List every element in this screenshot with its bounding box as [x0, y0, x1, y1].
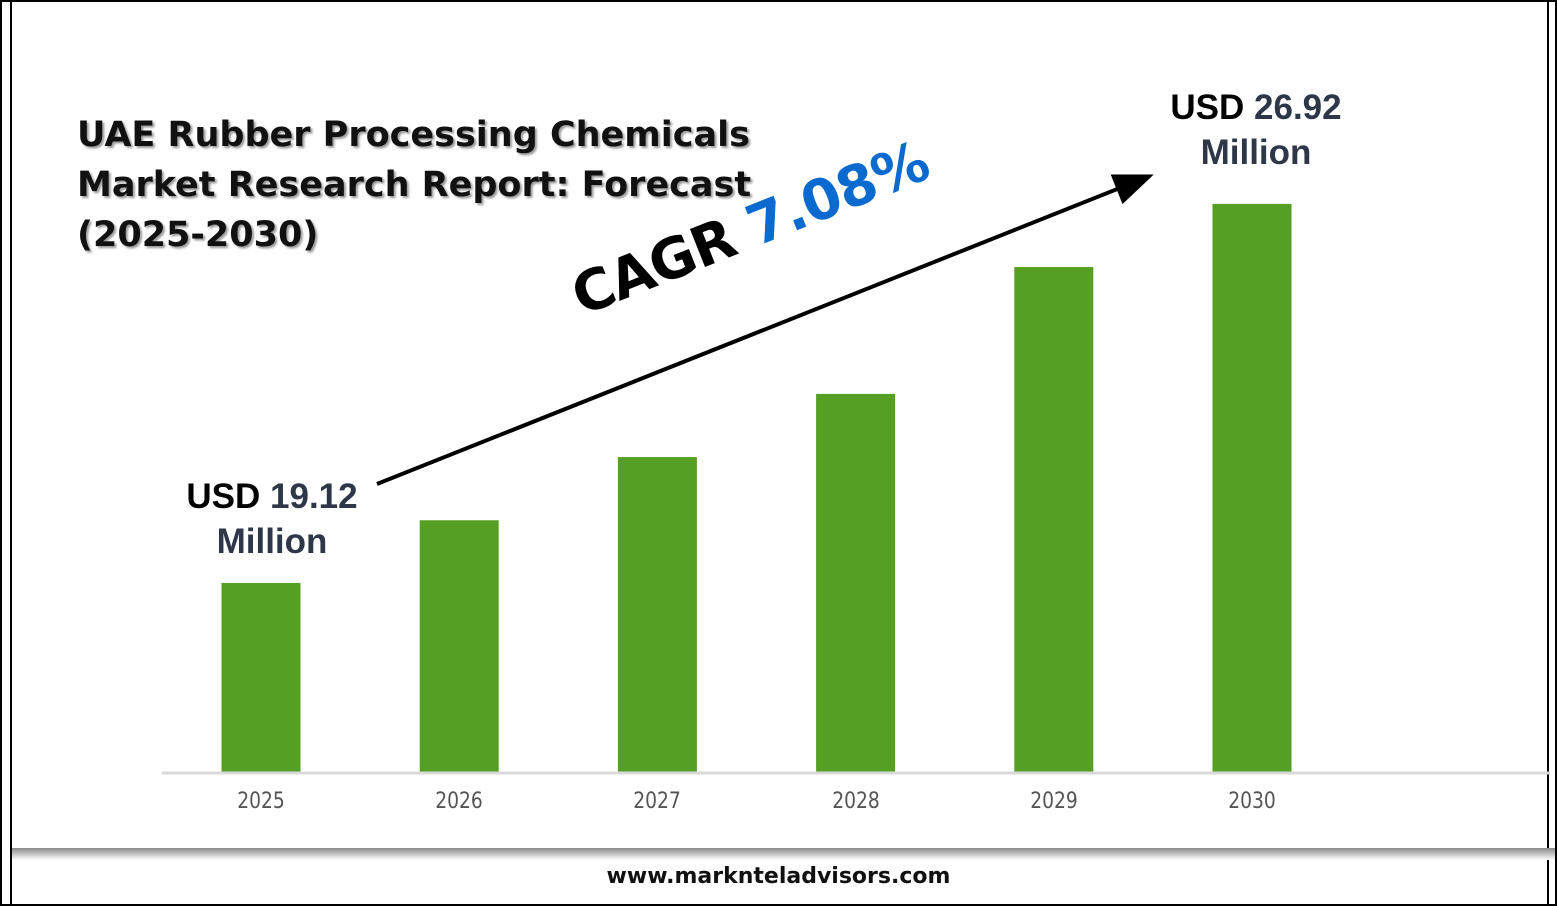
frame-border: [1547, 2, 1549, 904]
title-line: (2025-2030): [77, 215, 319, 255]
value-number: 19.12: [270, 477, 358, 516]
x-tick-label: 2028: [831, 789, 880, 814]
website-link[interactable]: www.marknteladvisors.com: [606, 864, 951, 889]
currency-label: USD: [186, 477, 261, 516]
title-line: UAE Rubber Processing Chemicals: [77, 115, 750, 155]
x-tick-label: 2027: [633, 789, 682, 814]
cagr-arrow: [376, 174, 1154, 486]
x-tick-label: 2029: [1029, 789, 1078, 814]
unit-label: Million: [1200, 133, 1312, 172]
chart-title: UAE Rubber Processing Chemicals Market R…: [77, 110, 751, 260]
x-tick-label: 2030: [1228, 789, 1276, 814]
title-line: Market Research Report: Forecast: [77, 165, 752, 205]
bar-2025: [221, 582, 301, 772]
bar-2029: [1014, 267, 1094, 772]
frame-border: [10, 2, 1555, 904]
end-value-label: USD 26.92 Million: [1154, 85, 1358, 175]
currency-label: USD: [1170, 88, 1245, 127]
bar-2028: [816, 393, 896, 772]
value-number: 26.92: [1254, 88, 1342, 127]
x-tick-label: 2025: [237, 789, 285, 814]
bar-2027: [617, 457, 697, 772]
start-value-label: USD 19.12 Million: [172, 474, 372, 564]
footer-divider: [12, 848, 1555, 860]
x-tick-label: 2026: [435, 789, 483, 814]
bar-2026: [419, 520, 499, 772]
unit-label: Million: [216, 522, 328, 561]
bar-2030: [1212, 203, 1292, 773]
